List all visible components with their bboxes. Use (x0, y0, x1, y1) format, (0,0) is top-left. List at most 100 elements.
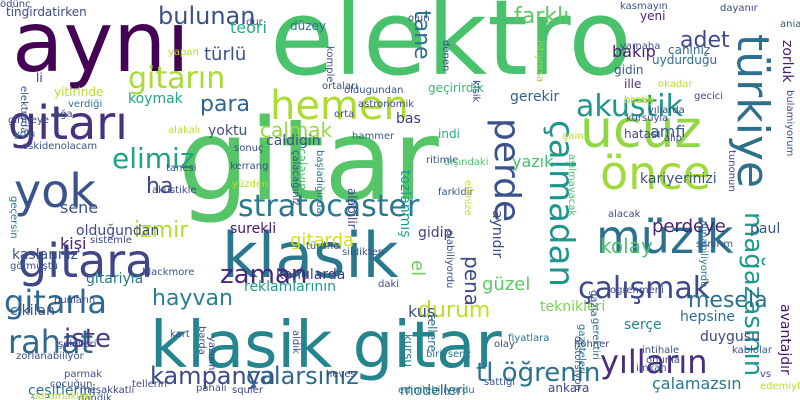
cloud-word: yamaha (620, 41, 661, 52)
cloud-word: gitariyla (86, 271, 144, 287)
cloud-word: gazla (588, 290, 599, 317)
cloud-word: edinilebiliyordu (398, 385, 475, 396)
cloud-word: rahat (8, 323, 94, 361)
cloud-word: modelleri (400, 383, 466, 399)
cloud-word: konularda (276, 267, 346, 283)
cloud-word: geçirirdik (428, 81, 484, 95)
cloud-word: durum (418, 298, 491, 323)
cloud-word: girmeye (8, 115, 50, 126)
cloud-word: verdiği (68, 99, 103, 110)
cloud-word: şekilleri (58, 339, 97, 350)
cloud-word: aldık (290, 330, 301, 354)
cloud-word: bakıp (612, 42, 656, 61)
cloud-word: farkldir (438, 187, 474, 198)
cloud-word: caldigin (266, 133, 321, 149)
cloud-word: klasik gitar (150, 309, 502, 383)
cloud-word: kursuyla (626, 113, 669, 124)
cloud-word: alakalı (168, 125, 201, 136)
cloud-word: sonuç (234, 143, 264, 154)
cloud-word: ha (146, 174, 174, 199)
cloud-word: zorluk (779, 40, 795, 83)
cloud-word: amfi (650, 122, 686, 141)
cloud-word: ritimle (426, 155, 459, 166)
cloud-word: yapan (168, 47, 199, 58)
cloud-word: duygusu (700, 329, 760, 345)
cloud-word: orta (334, 109, 355, 120)
cloud-word: gidin (614, 63, 644, 77)
cloud-word: elektroda (18, 86, 29, 134)
cloud-word: çalmak (260, 118, 333, 142)
cloud-word: görmüştü (10, 261, 58, 272)
cloud-word: aşılmayacak (566, 154, 577, 217)
cloud-word: ucuz (580, 100, 702, 160)
cloud-word: aynıdır (489, 210, 505, 259)
cloud-word: klsik (470, 80, 481, 103)
cloud-word: daki (378, 279, 400, 290)
cloud-word: barda (196, 326, 207, 355)
cloud-word: çalışmak (578, 271, 711, 306)
cloud-word: bunların (54, 295, 96, 306)
cloud-word: el (407, 260, 428, 277)
cloud-word: alınabiliyordu (698, 220, 709, 288)
cloud-word: dışındaki (444, 157, 489, 168)
cloud-word: pahalı (196, 383, 227, 394)
cloud-word: blackmore (142, 267, 195, 278)
cloud-word: ödünç (0, 0, 31, 10)
cloud-word: pena (460, 256, 484, 306)
cloud-word: çalarsınız (246, 362, 359, 390)
cloud-word: aynı (12, 0, 190, 91)
cloud-word: akustik (576, 89, 683, 124)
cloud-word: yok (14, 164, 97, 218)
cloud-word: dur (246, 17, 263, 28)
cloud-word: gitarda (290, 230, 355, 251)
cloud-word: tozlanmış (397, 170, 413, 238)
cloud-word: sildikten (342, 247, 385, 258)
cloud-word: reklamlarının (244, 279, 337, 295)
cloud-word: distorsiyon (572, 336, 583, 391)
cloud-word: intihale (642, 345, 680, 356)
cloud-word: kolay (600, 234, 653, 258)
cloud-word: elektro (270, 0, 632, 99)
cloud-word: hohner (574, 339, 610, 350)
cloud-word: yeni (640, 9, 666, 23)
cloud-word: oldugundan (344, 85, 404, 96)
cloud-word: zaman (220, 260, 308, 290)
cloud-word: stratocaster (238, 189, 420, 224)
cloud-word: edemiyle (760, 381, 800, 392)
cloud-word: elimize (462, 180, 473, 216)
cloud-word: okadar (658, 79, 693, 90)
cloud-word: para (200, 92, 250, 117)
cloud-word: tl öğrenin (476, 358, 601, 388)
cloud-word: astronomik (358, 99, 415, 110)
cloud-word: eskidenolacam (22, 141, 98, 152)
cloud-word: gitarın (128, 61, 226, 96)
cloud-word: geçersin (8, 196, 19, 239)
cloud-word: yolu (14, 129, 36, 140)
cloud-word: kursu (401, 334, 415, 367)
cloud-word: dayanır (720, 3, 758, 14)
cloud-word: çeşitlerini (28, 383, 96, 399)
cloud-word: serçe (624, 317, 662, 333)
cloud-word: çalacağınız (290, 150, 301, 206)
cloud-word: koymak (128, 91, 183, 107)
cloud-word: tellere (425, 314, 439, 353)
cloud-word: izmir (134, 218, 189, 243)
cloud-word: türlü (204, 44, 247, 65)
cloud-word: cocuğun (50, 379, 93, 390)
cloud-word: dandik (78, 393, 112, 400)
cloud-word: parmak (64, 369, 103, 380)
cloud-word: uydurduğu (652, 53, 718, 67)
cloud-word: adet (680, 28, 730, 53)
cloud-word: gerekir (510, 89, 560, 105)
cloud-word: ortaları (322, 81, 359, 92)
cloud-word: meşakkatli (80, 385, 135, 396)
cloud-word: kasmayın (620, 1, 668, 12)
cloud-word: hemen (270, 83, 409, 129)
cloud-word: tunonun (726, 150, 737, 192)
cloud-word: imkan (636, 363, 667, 374)
cloud-word: tanesi (166, 163, 197, 174)
cloud-word: yıllarda (648, 105, 685, 116)
cloud-word: gitara (18, 234, 154, 288)
cloud-word: ille (624, 77, 642, 91)
